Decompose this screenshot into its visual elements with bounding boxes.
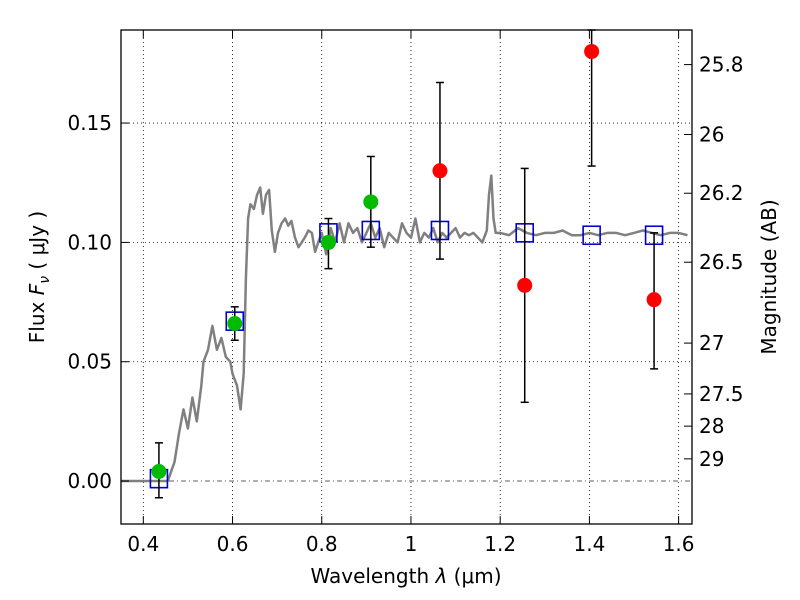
x-tick-label: 0.6 bbox=[217, 532, 249, 556]
y2-tick-label: 27 bbox=[699, 331, 724, 355]
y2-tick-label: 27.5 bbox=[699, 382, 744, 406]
y2-tick-label: 26.2 bbox=[699, 181, 744, 205]
y2-tick-label: 28 bbox=[699, 414, 724, 438]
y-tick-label: 0.10 bbox=[67, 230, 112, 254]
green-data-point bbox=[227, 316, 243, 332]
y2-tick-label: 26 bbox=[699, 123, 724, 147]
green-data-point bbox=[151, 463, 167, 479]
axis-ticks: 0.4 0.6 0.8 1 1.2 1.4 1.6 0.00 0.05 0.10 0.15 25.8 2… bbox=[67, 30, 744, 556]
x-tick-label: 1 bbox=[405, 532, 418, 556]
green-data-point bbox=[363, 194, 379, 210]
x-tick-label: 0.4 bbox=[127, 532, 159, 556]
x-axis-label: Wavelength λ (μm) bbox=[310, 564, 501, 588]
model-sed-line bbox=[121, 174, 688, 483]
x-axis-label-prefix: Wavelength bbox=[310, 564, 435, 588]
plot-frame bbox=[120, 29, 693, 525]
y-axis-label-symbol: F bbox=[25, 283, 49, 295]
x-axis-label-unit: (μm) bbox=[447, 564, 501, 588]
red-data-point bbox=[584, 43, 600, 59]
x-axis-label-symbol: λ bbox=[434, 564, 447, 588]
x-tick-label: 1.2 bbox=[484, 532, 516, 556]
y2-tick-label: 25.8 bbox=[699, 53, 744, 77]
y-axis-label: Flux Fν ( μJy ) bbox=[25, 211, 53, 343]
red-data-point bbox=[432, 163, 448, 179]
y-tick-label: 0.00 bbox=[67, 469, 112, 493]
y2-tick-label: 26.5 bbox=[699, 250, 744, 274]
y2-tick-label: 29 bbox=[699, 447, 724, 471]
y-axis-label-prefix: Flux bbox=[25, 295, 49, 343]
y-tick-label: 0.15 bbox=[67, 111, 112, 135]
green-data-point bbox=[320, 234, 336, 250]
x-tick-label: 1.4 bbox=[573, 532, 605, 556]
red-data-point bbox=[646, 292, 662, 308]
y-tick-label: 0.05 bbox=[67, 350, 112, 374]
y-axis-label-subscript: ν bbox=[37, 276, 53, 284]
x-tick-label: 0.8 bbox=[306, 532, 338, 556]
plot-data bbox=[121, 29, 692, 499]
secondary-y-axis-label: Magnitude (AB) bbox=[757, 199, 781, 354]
red-data-point bbox=[517, 277, 533, 293]
model-photometry-square bbox=[582, 225, 601, 246]
x-tick-label: 1.6 bbox=[663, 532, 695, 556]
y-axis-label-unit: ( μJy ) bbox=[25, 211, 49, 276]
